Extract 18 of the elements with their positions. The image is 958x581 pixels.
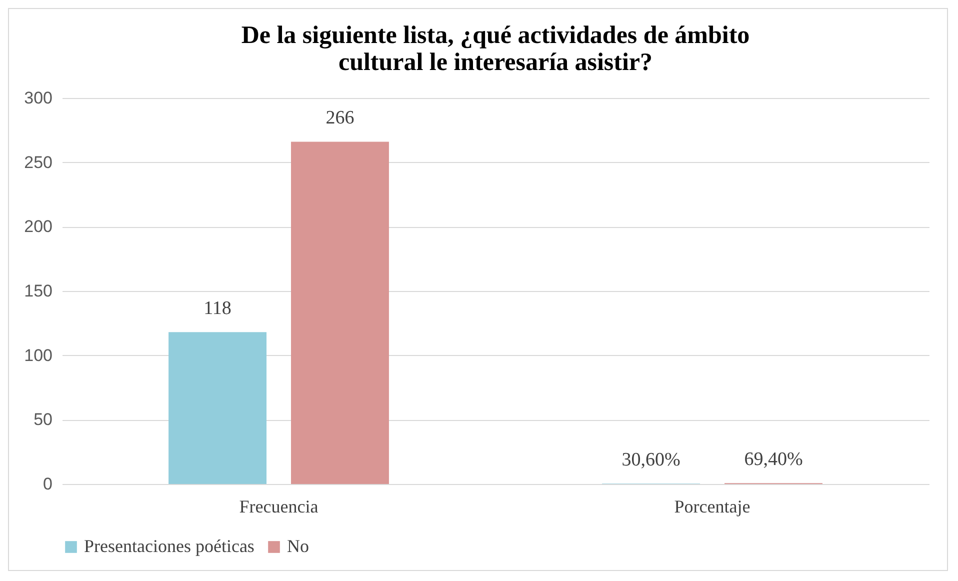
y-tick-label: 150	[24, 282, 52, 300]
bar	[290, 142, 389, 484]
data-label: 30,60%	[622, 450, 680, 471]
x-tick-label: Porcentaje	[674, 496, 750, 516]
y-tick-label: 250	[24, 152, 52, 172]
bar	[168, 332, 267, 484]
legend-label: Presentaciones poéticas	[84, 536, 254, 556]
y-tick-label: 50	[34, 410, 52, 430]
y-tick-label: 100	[24, 346, 52, 365]
data-label: 118	[204, 298, 232, 320]
data-label: 266	[326, 108, 354, 129]
legend-label: No	[287, 536, 309, 556]
y-tick-label: 0	[43, 474, 52, 494]
y-tick-label: 300	[24, 88, 52, 108]
x-tick-label: Frecuencia	[239, 496, 318, 516]
data-label: 69,40%	[744, 449, 803, 470]
chart-title: De la siguiente lista, ¿qué actividades de ámbito cultural le interesaría asistir?	[241, 22, 750, 76]
y-tick-label: 200	[24, 217, 52, 236]
